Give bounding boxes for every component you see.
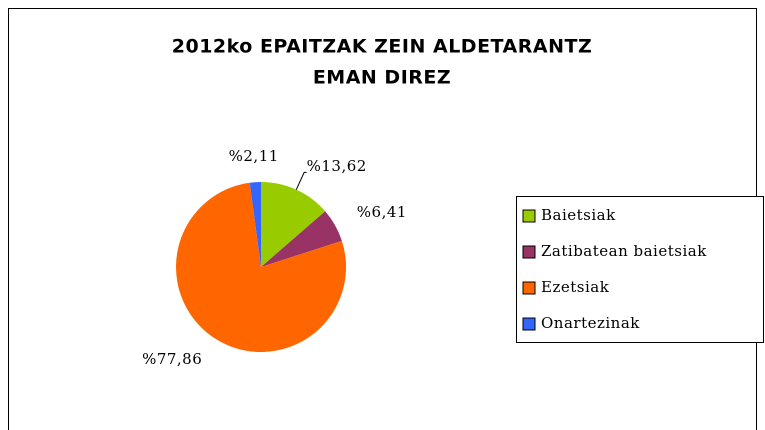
data-label: %6,41 xyxy=(357,203,407,221)
pie-slice xyxy=(249,182,261,267)
legend-swatch xyxy=(522,281,536,295)
legend-label: Onartezinak xyxy=(541,314,640,332)
legend-swatch xyxy=(522,317,536,331)
data-label: %77,86 xyxy=(142,350,202,368)
legend-swatch xyxy=(522,245,536,259)
legend-box xyxy=(516,196,764,343)
legend-swatch xyxy=(522,209,536,223)
leader-line xyxy=(295,171,307,190)
legend-label: Zatibatean baietsiak xyxy=(541,242,707,260)
chart-title: 2012ko EPAITZAK ZEIN ALDETARANTZ xyxy=(172,36,592,58)
legend-label: Ezetsiak xyxy=(541,278,610,296)
chart-title: EMAN DIREZ xyxy=(313,67,451,89)
pie-slice xyxy=(261,211,342,267)
pie-slice xyxy=(261,182,326,267)
data-label: %2,11 xyxy=(229,147,279,165)
pie-slice xyxy=(175,182,346,352)
legend-label: Baietsiak xyxy=(541,206,616,224)
data-label: %13,62 xyxy=(307,157,367,175)
